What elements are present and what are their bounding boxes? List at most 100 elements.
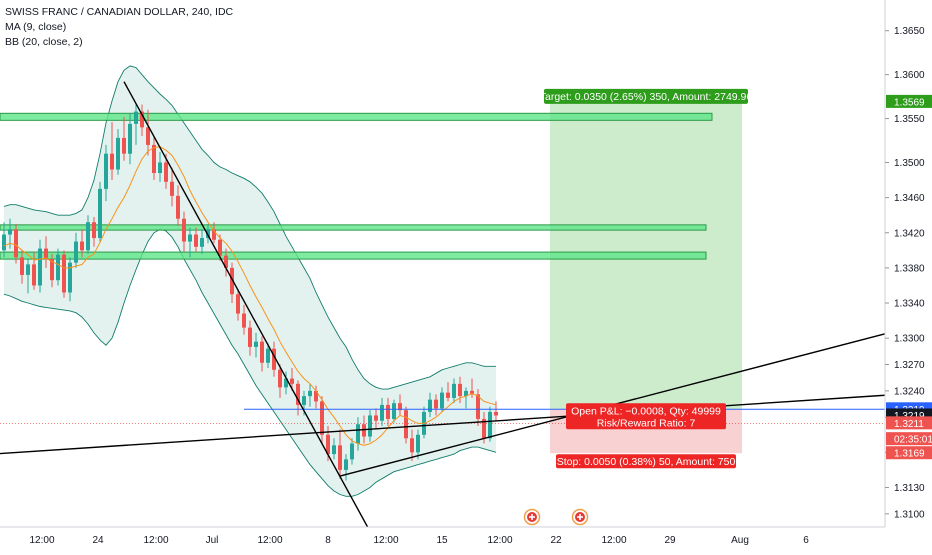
candle[interactable] bbox=[416, 429, 420, 460]
candle[interactable] bbox=[248, 320, 252, 356]
candle[interactable] bbox=[44, 236, 48, 268]
candle[interactable] bbox=[368, 410, 372, 442]
candle[interactable] bbox=[488, 406, 492, 442]
candle[interactable] bbox=[290, 368, 294, 391]
candle[interactable] bbox=[458, 376, 462, 404]
price-tag-stop[interactable]: 1.3169 bbox=[886, 446, 932, 460]
candle[interactable] bbox=[332, 438, 336, 460]
candle[interactable] bbox=[392, 399, 396, 423]
price-tag-bg bbox=[886, 432, 932, 446]
candle[interactable] bbox=[98, 181, 102, 242]
candle[interactable] bbox=[38, 239, 42, 293]
candle[interactable] bbox=[128, 113, 132, 165]
candle[interactable] bbox=[2, 222, 6, 258]
candle[interactable] bbox=[104, 144, 108, 202]
candle[interactable] bbox=[56, 248, 60, 286]
ma-indicator-label[interactable]: MA (9, close) bbox=[5, 21, 67, 33]
candle[interactable] bbox=[308, 383, 312, 407]
candle[interactable] bbox=[206, 223, 210, 244]
candle[interactable] bbox=[68, 257, 72, 302]
pnl-label[interactable]: Open P&L: −0.0008, Qty: 49999Risk/Reward… bbox=[566, 403, 726, 430]
candle[interactable] bbox=[452, 378, 456, 404]
price-tick-label: 1.3650 bbox=[894, 26, 925, 37]
candle-body bbox=[218, 239, 222, 256]
trendline-2[interactable] bbox=[0, 394, 886, 455]
candle[interactable] bbox=[188, 227, 192, 258]
candle[interactable] bbox=[380, 397, 384, 426]
candle[interactable] bbox=[86, 215, 90, 254]
moving-average-line[interactable] bbox=[3, 146, 497, 446]
candle[interactable] bbox=[176, 185, 180, 226]
candle[interactable] bbox=[404, 406, 408, 444]
candle[interactable] bbox=[224, 248, 228, 277]
candle[interactable] bbox=[284, 371, 288, 395]
event-marker-icon[interactable] bbox=[523, 508, 541, 526]
time-axis[interactable]: 12:00 24 12:00 Jul 12:00 8 12:00 15 12:00 22 12:00… bbox=[29, 535, 809, 546]
candle[interactable] bbox=[116, 129, 120, 175]
price-tag-current[interactable]: 1.3211 bbox=[886, 416, 932, 430]
candle[interactable] bbox=[254, 332, 258, 358]
candle[interactable] bbox=[80, 229, 84, 258]
trendline-1[interactable] bbox=[123, 81, 371, 532]
candle[interactable] bbox=[152, 136, 156, 181]
candle[interactable] bbox=[110, 122, 114, 181]
candle[interactable] bbox=[428, 392, 432, 418]
candle[interactable] bbox=[272, 341, 276, 377]
price-tag-target[interactable]: 1.3569 bbox=[886, 94, 932, 109]
zone-2[interactable] bbox=[0, 224, 707, 231]
candle-body bbox=[176, 195, 180, 219]
candle[interactable] bbox=[134, 104, 138, 145]
candle[interactable] bbox=[236, 288, 240, 321]
candle[interactable] bbox=[470, 378, 474, 398]
candle[interactable] bbox=[200, 229, 204, 254]
candle[interactable] bbox=[356, 417, 360, 451]
candle[interactable] bbox=[14, 223, 18, 264]
candle[interactable] bbox=[440, 387, 444, 412]
candle[interactable] bbox=[62, 250, 66, 298]
bollinger-lower-line[interactable] bbox=[3, 228, 497, 497]
candle[interactable] bbox=[338, 429, 342, 479]
candle[interactable] bbox=[278, 364, 282, 398]
candle-body bbox=[392, 403, 396, 419]
candle[interactable] bbox=[242, 304, 246, 335]
candle[interactable] bbox=[140, 104, 144, 137]
target-label[interactable]: Target: 0.0350 (2.65%) 350, Amount: 2749… bbox=[540, 88, 753, 104]
candle[interactable] bbox=[212, 222, 216, 244]
candle[interactable] bbox=[146, 109, 150, 156]
zone-3[interactable] bbox=[0, 251, 707, 260]
candle[interactable] bbox=[122, 116, 126, 161]
candle[interactable] bbox=[446, 382, 450, 402]
candle[interactable] bbox=[182, 211, 186, 253]
candle[interactable] bbox=[398, 394, 402, 416]
candle[interactable] bbox=[230, 262, 234, 304]
candle[interactable] bbox=[266, 343, 270, 369]
event-marker-icon[interactable] bbox=[571, 508, 589, 526]
candle[interactable] bbox=[50, 253, 54, 288]
candle[interactable] bbox=[170, 167, 174, 207]
candle[interactable] bbox=[260, 336, 264, 372]
zone-1[interactable] bbox=[0, 112, 713, 121]
candle[interactable] bbox=[26, 259, 30, 294]
candle[interactable] bbox=[410, 429, 414, 462]
candle[interactable] bbox=[158, 151, 162, 182]
stop-label[interactable]: Stop: 0.0050 (0.38%) 50, Amount: 750 bbox=[556, 454, 736, 469]
candle[interactable] bbox=[374, 408, 378, 430]
candle[interactable] bbox=[386, 397, 390, 426]
price-tag-countdown[interactable]: 02:35:01 bbox=[886, 432, 932, 446]
candle[interactable] bbox=[32, 252, 36, 290]
candle[interactable] bbox=[464, 387, 468, 409]
candle[interactable] bbox=[74, 232, 78, 268]
candle[interactable] bbox=[194, 227, 198, 253]
candle[interactable] bbox=[92, 216, 96, 247]
bb-indicator-label[interactable]: BB (20, close, 2) bbox=[5, 36, 83, 48]
candle[interactable] bbox=[20, 250, 24, 284]
bollinger-upper-line[interactable] bbox=[3, 65, 496, 390]
candle[interactable] bbox=[314, 385, 318, 409]
candle[interactable] bbox=[476, 389, 480, 426]
candle[interactable] bbox=[434, 394, 438, 416]
candle[interactable] bbox=[344, 454, 348, 481]
candle[interactable] bbox=[320, 396, 324, 444]
candle[interactable] bbox=[350, 438, 354, 465]
